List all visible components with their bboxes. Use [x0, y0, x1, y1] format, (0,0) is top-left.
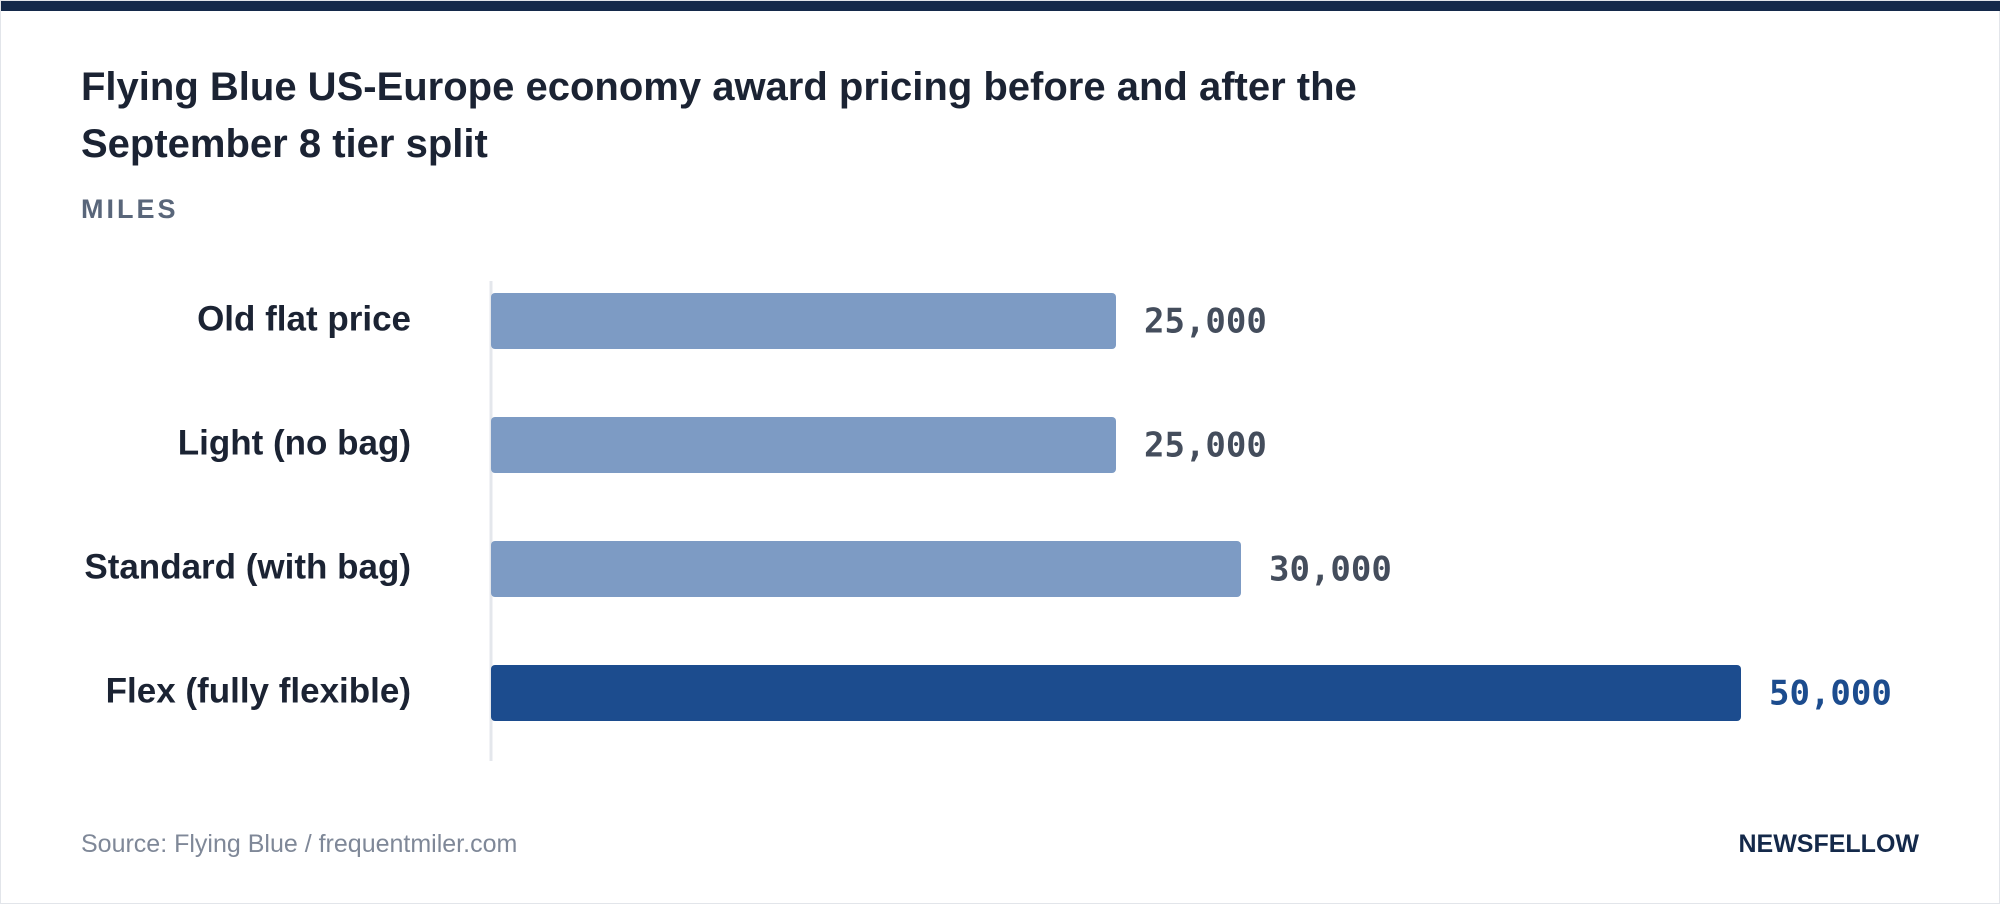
- unit-label: MILES: [81, 194, 179, 224]
- bar: [491, 541, 1241, 597]
- top-accent-bar: [1, 1, 2000, 11]
- brand-logo: NEWSFELLOW: [1738, 830, 1919, 858]
- value-label: 50,000: [1769, 674, 1892, 714]
- bars-layer: Old flat price 25,000 Light (no bag) 25,000…: [84, 293, 1892, 721]
- bar: [491, 293, 1116, 349]
- chart-title: Flying Blue US-Europe economy award pric…: [81, 65, 1357, 166]
- bar: [491, 665, 1741, 721]
- category-label: Standard (with bag): [84, 547, 411, 586]
- value-label: 25,000: [1144, 302, 1267, 342]
- category-label: Flex (fully flexible): [106, 671, 411, 710]
- value-label: 30,000: [1269, 550, 1392, 590]
- category-label: Old flat price: [197, 299, 411, 338]
- value-label: 25,000: [1144, 426, 1267, 466]
- source-note: Source: Flying Blue / frequentmiler.com: [81, 830, 518, 858]
- bar: [491, 417, 1116, 473]
- category-label: Light (no bag): [178, 423, 411, 462]
